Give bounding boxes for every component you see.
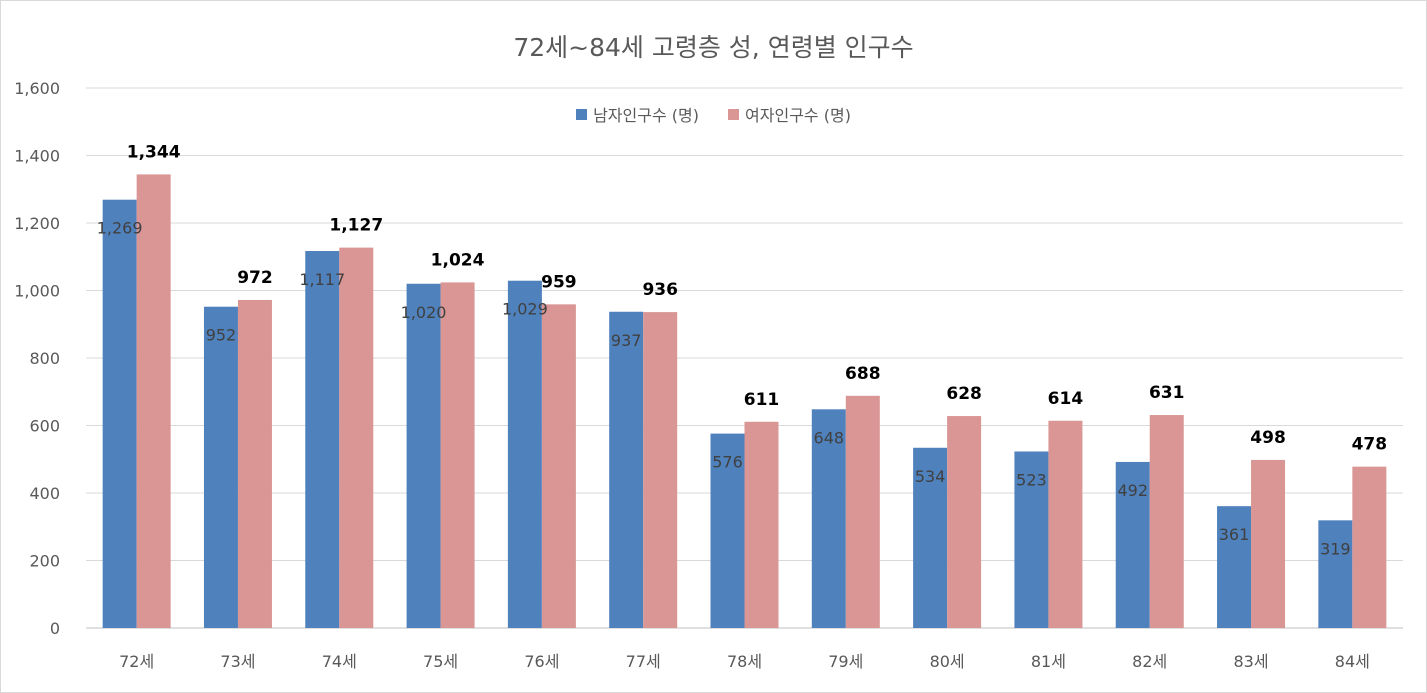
data-label-male: 534 bbox=[915, 467, 946, 486]
legend-label-female: 여자인구수 (명) bbox=[745, 106, 851, 125]
data-label-female: 611 bbox=[744, 390, 780, 410]
legend-item-male: 남자인구수 (명) bbox=[576, 102, 699, 126]
bar-male bbox=[913, 447, 948, 628]
x-tick-label: 75세 bbox=[423, 652, 458, 671]
data-label-male: 937 bbox=[611, 331, 642, 350]
bar-female bbox=[1149, 415, 1184, 628]
data-label-male: 492 bbox=[1117, 481, 1148, 500]
data-label-female: 1,127 bbox=[329, 216, 383, 236]
data-label-male: 576 bbox=[712, 453, 743, 472]
x-tick-label: 79세 bbox=[828, 652, 863, 671]
data-label-male: 1,020 bbox=[401, 303, 447, 322]
data-label-female: 498 bbox=[1250, 428, 1286, 448]
data-label-male: 361 bbox=[1219, 525, 1250, 544]
legend-label-male: 남자인구수 (명) bbox=[593, 106, 699, 125]
x-tick-label: 78세 bbox=[727, 652, 762, 671]
x-tick-label: 74세 bbox=[322, 652, 357, 671]
data-label-female: 936 bbox=[642, 280, 678, 300]
x-tick-label: 77세 bbox=[626, 652, 661, 671]
data-label-female: 972 bbox=[237, 268, 273, 288]
x-tick-label: 73세 bbox=[220, 652, 255, 671]
data-label-male: 319 bbox=[1320, 539, 1351, 558]
data-label-female: 628 bbox=[946, 384, 982, 404]
data-label-male: 1,029 bbox=[502, 300, 548, 319]
data-label-male: 1,117 bbox=[299, 270, 345, 289]
bar-female bbox=[136, 174, 171, 628]
y-tick-label: 600 bbox=[29, 417, 60, 436]
bar-male bbox=[811, 409, 846, 628]
bar-female bbox=[1251, 459, 1286, 628]
data-label-female: 959 bbox=[541, 272, 577, 292]
bar-male bbox=[203, 306, 238, 628]
bar-male bbox=[710, 433, 745, 628]
bar-male bbox=[102, 199, 137, 628]
bar-female bbox=[845, 395, 880, 628]
chart-title: 72세~84세 고령층 성, 연령별 인구수 bbox=[513, 33, 914, 62]
legend: 남자인구수 (명) 여자인구수 (명) bbox=[0, 102, 1427, 126]
bar-female bbox=[237, 299, 272, 628]
x-tick-label: 72세 bbox=[119, 652, 154, 671]
data-label-male: 952 bbox=[206, 326, 237, 345]
y-tick-label: 1,200 bbox=[14, 214, 60, 233]
bar-male bbox=[406, 283, 441, 628]
y-tick-label: 1,600 bbox=[14, 79, 60, 98]
bar-female bbox=[643, 312, 678, 628]
bar-male bbox=[1014, 451, 1049, 628]
x-tick-label: 84세 bbox=[1335, 652, 1370, 671]
legend-swatch-female bbox=[728, 108, 740, 120]
data-label-female: 1,344 bbox=[127, 142, 181, 162]
y-tick-label: 1,400 bbox=[14, 147, 60, 166]
x-tick-label: 81세 bbox=[1031, 652, 1066, 671]
bar-male bbox=[305, 251, 340, 628]
data-label-female: 478 bbox=[1352, 435, 1388, 455]
bar-female bbox=[1048, 420, 1083, 628]
bar-female bbox=[744, 421, 779, 628]
bar-female bbox=[440, 282, 475, 628]
y-tick-label: 400 bbox=[29, 484, 60, 503]
x-tick-label: 80세 bbox=[930, 652, 965, 671]
y-tick-label: 800 bbox=[29, 349, 60, 368]
x-tick-label: 82세 bbox=[1132, 652, 1167, 671]
x-tick-label: 76세 bbox=[524, 652, 559, 671]
bar-male bbox=[1115, 461, 1150, 628]
data-label-male: 648 bbox=[814, 428, 845, 447]
bar-female bbox=[1352, 466, 1387, 628]
y-tick-label: 1,000 bbox=[14, 282, 60, 301]
bar-male bbox=[507, 280, 542, 628]
data-label-female: 614 bbox=[1048, 389, 1084, 409]
y-tick-label: 200 bbox=[29, 552, 60, 571]
bar-male bbox=[1318, 520, 1353, 628]
bar-male bbox=[609, 311, 644, 628]
data-label-female: 688 bbox=[845, 364, 881, 384]
legend-swatch-male bbox=[576, 108, 588, 120]
y-tick-label: 0 bbox=[50, 619, 60, 638]
data-label-male: 523 bbox=[1016, 470, 1047, 489]
bar-female bbox=[339, 247, 374, 628]
bar-male bbox=[1217, 506, 1252, 628]
x-tick-label: 83세 bbox=[1233, 652, 1268, 671]
data-label-female: 1,024 bbox=[431, 250, 485, 270]
data-label-male: 1,269 bbox=[97, 219, 143, 238]
bar-female bbox=[947, 416, 982, 628]
bar-female bbox=[541, 304, 576, 628]
data-label-female: 631 bbox=[1149, 383, 1185, 403]
legend-item-female: 여자인구수 (명) bbox=[728, 102, 851, 126]
